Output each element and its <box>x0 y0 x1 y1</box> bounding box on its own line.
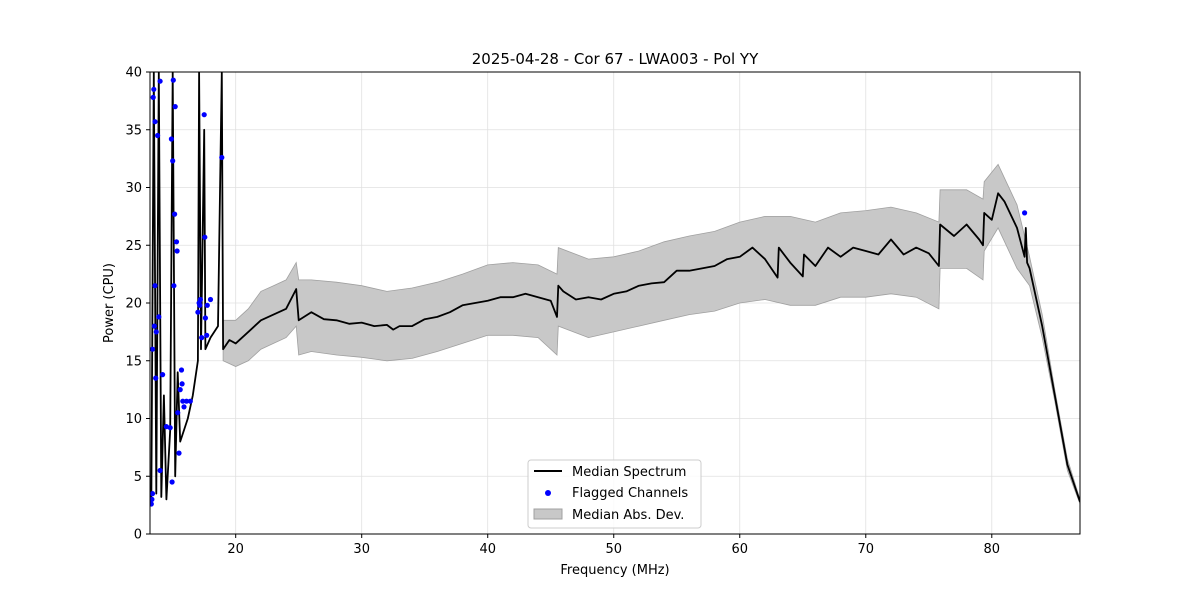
flagged-channel-point <box>177 387 183 393</box>
y-tick-label: 10 <box>125 412 142 427</box>
legend-label-mad: Median Abs. Dev. <box>572 508 684 523</box>
flagged-channel-point <box>219 154 225 161</box>
legend-label-median: Median Spectrum <box>572 465 686 480</box>
flagged-channel-point <box>172 211 178 217</box>
flagged-channel-point <box>187 398 193 404</box>
x-tick-label: 50 <box>605 542 622 557</box>
y-tick-label: 40 <box>125 66 142 81</box>
chart-title: 2025-04-28 - Cor 67 - LWA003 - Pol YY <box>472 50 759 68</box>
flagged-channel-point <box>172 104 178 110</box>
flagged-channel-point <box>171 283 177 289</box>
flagged-channel-point <box>156 314 162 320</box>
y-axis-label: Power (CPU) <box>102 263 117 343</box>
x-axis-label: Frequency (MHz) <box>560 563 669 578</box>
flagged-channel-point <box>176 450 182 456</box>
flagged-channel-point <box>179 381 185 387</box>
flagged-channel-point <box>207 296 214 303</box>
flagged-channel-point <box>201 112 207 118</box>
flagged-channel-point <box>150 501 154 507</box>
flagged-channel-point <box>1022 210 1028 216</box>
y-tick-label: 15 <box>125 354 142 369</box>
legend-label-flagged: Flagged Channels <box>572 486 688 501</box>
x-tick-label: 60 <box>731 542 748 557</box>
flagged-channel-point <box>153 375 159 381</box>
flagged-channel-point <box>150 491 156 497</box>
legend-marker-swatch <box>545 490 551 496</box>
plot-data <box>150 72 1080 507</box>
flagged-channel-point <box>197 296 203 303</box>
flagged-channel-point <box>152 283 158 289</box>
median-spectrum-line <box>150 72 1080 506</box>
flagged-channel-point <box>150 496 155 502</box>
flagged-channel-point <box>150 346 156 352</box>
flagged-channel-point <box>197 302 203 308</box>
x-tick-label: 30 <box>353 542 370 557</box>
median-abs-dev-band <box>222 163 1080 505</box>
flagged-channel-point <box>170 158 176 164</box>
flagged-channel-point <box>168 136 174 142</box>
flagged-channel-point <box>150 94 156 100</box>
flagged-channel-point <box>180 398 186 404</box>
flagged-channel-point <box>153 329 159 335</box>
flagged-channel-point <box>157 78 163 84</box>
flagged-channel-point <box>175 410 181 416</box>
legend: Median Spectrum Flagged Channels Median … <box>527 459 702 529</box>
flagged-channel-point <box>169 479 175 485</box>
flagged-channel-point <box>170 77 176 83</box>
flagged-channel-point <box>173 239 180 245</box>
x-tick-label: 20 <box>227 542 244 557</box>
axis-ticks: 20 30 40 50 60 70 80 0 5 10 15 20 25 30 35 40 <box>125 66 1000 558</box>
y-tick-label: 30 <box>125 181 142 196</box>
flagged-channel-point <box>199 335 205 341</box>
y-tick-label: 25 <box>125 239 142 254</box>
flagged-channel-point <box>202 234 208 240</box>
y-tick-label: 35 <box>125 123 142 138</box>
flagged-channel-point <box>157 467 163 474</box>
y-tick-label: 0 <box>134 528 142 543</box>
flagged-channel-point <box>160 372 166 378</box>
flagged-channel-point <box>155 132 161 139</box>
legend-box <box>527 459 702 529</box>
legend-band-swatch <box>533 508 563 520</box>
flagged-channel-point <box>183 398 190 404</box>
y-tick-label: 5 <box>134 470 142 485</box>
x-tick-label: 80 <box>984 542 1001 557</box>
flagged-channel-point <box>202 315 208 321</box>
flagged-channel-point <box>204 332 210 338</box>
flagged-channel-point <box>151 323 157 329</box>
y-tick-label: 20 <box>125 297 142 312</box>
flagged-channel-point <box>178 367 185 373</box>
flagged-channel-point <box>167 425 173 431</box>
x-tick-label: 40 <box>479 542 496 557</box>
x-tick-label: 70 <box>857 542 874 557</box>
flagged-channel-point <box>152 119 158 125</box>
flagged-channel-point <box>195 309 201 315</box>
flagged-channel-point <box>151 86 157 92</box>
flagged-channel-point <box>204 302 210 308</box>
flagged-channel-point <box>174 248 180 254</box>
flagged-channel-point <box>181 404 187 410</box>
